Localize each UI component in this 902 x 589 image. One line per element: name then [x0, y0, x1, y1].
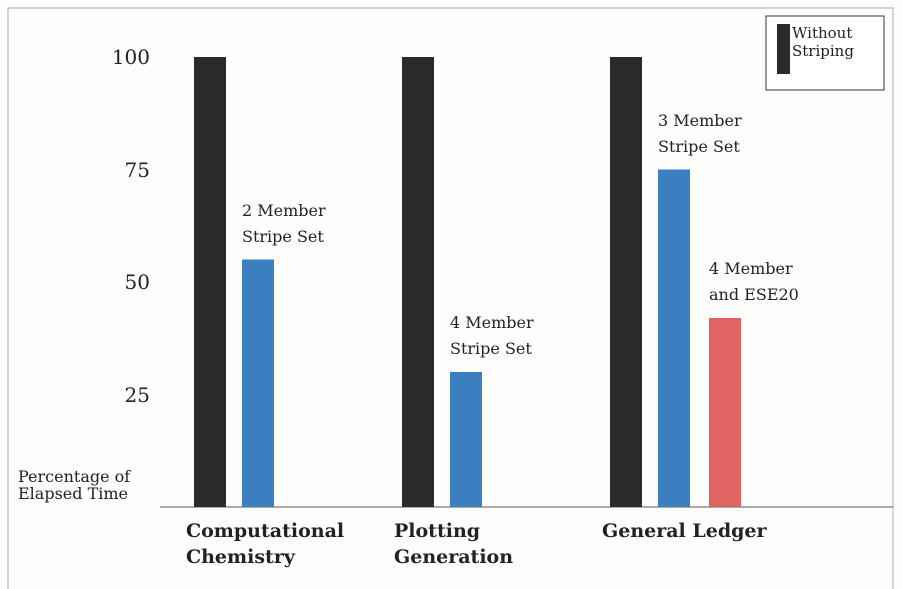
- x-tick-label: Plotting Generation: [394, 520, 514, 568]
- legend-swatch: [777, 24, 790, 74]
- y-tick-label: 75: [124, 157, 150, 182]
- bar: [658, 169, 690, 507]
- y-axis-label: Percentage of Elapsed Time: [18, 467, 131, 503]
- bar-annotation: 2 Member Stripe Set: [242, 200, 326, 246]
- bar: [194, 57, 226, 507]
- bar: [402, 57, 434, 507]
- frame: [7, 7, 894, 589]
- y-tick-label: 100: [111, 45, 150, 69]
- y-tick-label: 50: [124, 270, 150, 294]
- legend-label: Without Striping: [792, 24, 854, 60]
- x-tick-label: General Ledger: [602, 520, 767, 542]
- bar-annotation: 3 Member Stripe Set: [658, 110, 742, 156]
- x-tick-label: Computational Chemistry: [186, 520, 345, 568]
- bar: [450, 372, 482, 507]
- bar-annotation: 4 Member Stripe Set: [450, 313, 534, 358]
- bar: [242, 259, 274, 507]
- bar: [610, 57, 642, 507]
- bar-annotation: 4 Member and ESE20: [709, 259, 799, 304]
- bar: [709, 318, 741, 507]
- y-tick-label: 25: [124, 382, 150, 407]
